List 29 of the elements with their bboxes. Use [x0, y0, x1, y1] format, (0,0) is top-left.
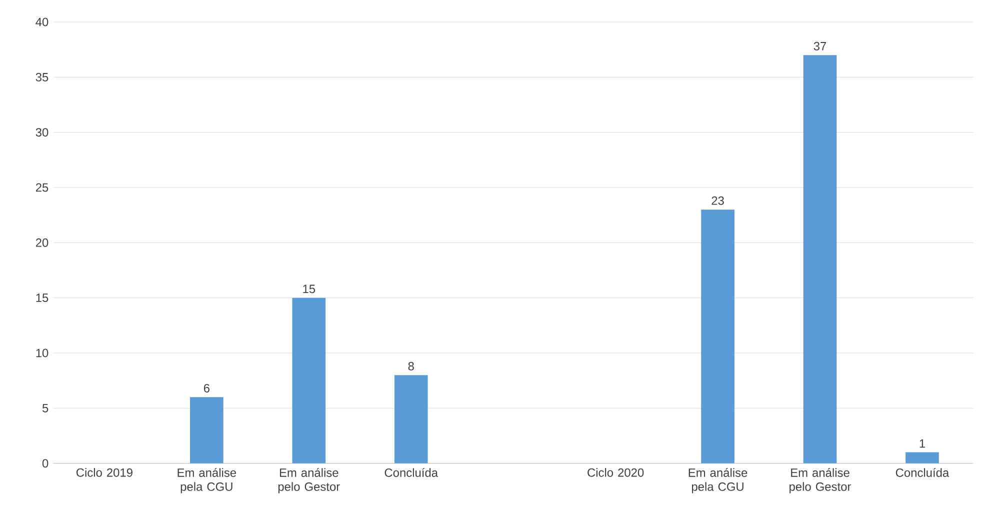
- bar: [701, 210, 734, 464]
- data-label: 15: [303, 284, 316, 294]
- y-tick-label: 15: [36, 294, 48, 302]
- y-tick-label: 40: [36, 18, 48, 26]
- data-label: 6: [204, 384, 210, 392]
- y-tick-label: 35: [36, 72, 48, 82]
- bar: [190, 397, 224, 464]
- data-label: 23: [712, 196, 724, 205]
- x-tick-label: Em análise pelo Gestor: [278, 468, 340, 494]
- bar: [803, 55, 837, 464]
- x-tick-label: Ciclo 2019: [76, 468, 132, 477]
- x-tick-label: Ciclo 2020: [588, 468, 644, 477]
- data-label: 37: [814, 42, 826, 50]
- x-tick-label: Concluída: [896, 468, 950, 477]
- bar: [292, 298, 326, 464]
- y-tick-label: 25: [36, 183, 48, 192]
- data-label: 1: [920, 439, 925, 448]
- bar: [906, 452, 939, 464]
- y-tick-label: 30: [36, 128, 48, 137]
- y-tick-label: 0: [42, 459, 48, 468]
- x-tick-label: Em análise pela CGU: [688, 468, 748, 494]
- x-tick-label: Concluída: [384, 468, 438, 477]
- y-tick-label: 5: [42, 404, 48, 412]
- bar: [394, 375, 428, 464]
- x-tick-label: Em análise pela CGU: [178, 468, 236, 494]
- y-tick-label: 20: [36, 238, 48, 247]
- x-tick-label: Em análise pelo Gestor: [790, 468, 852, 494]
- data-label: 8: [408, 362, 414, 370]
- y-tick-label: 10: [36, 348, 48, 358]
